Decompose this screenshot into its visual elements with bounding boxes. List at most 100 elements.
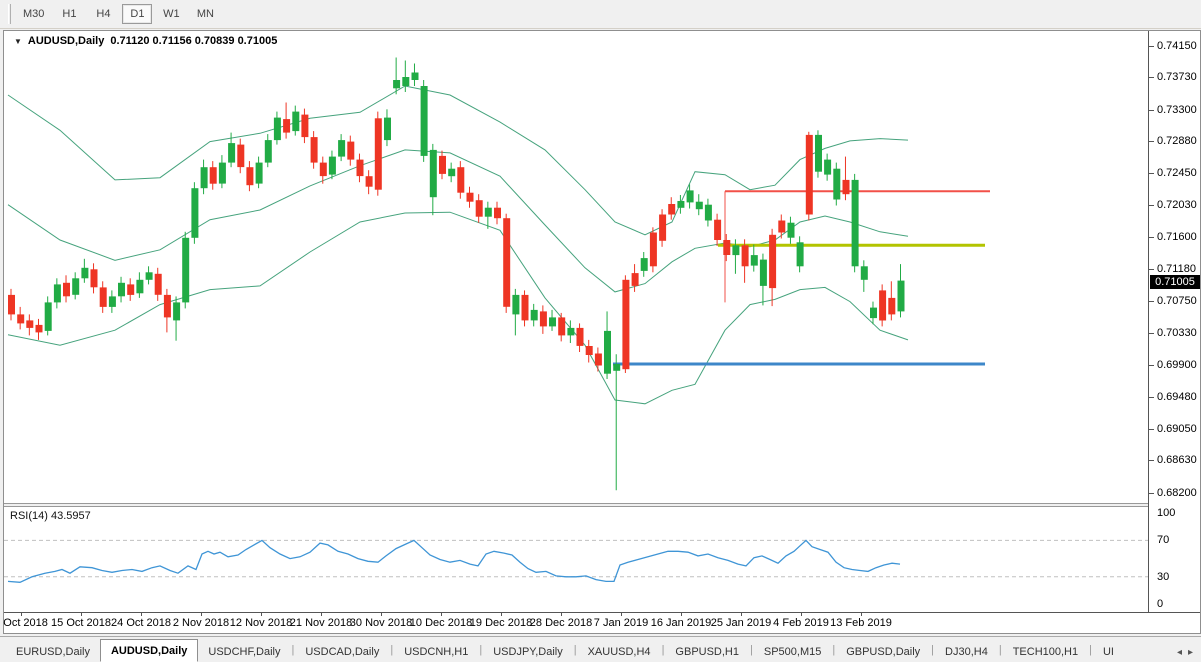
candle [338,134,346,162]
date-tick-label: 4 Feb 2019 [773,617,829,629]
candle [127,278,135,301]
date-tick-label: 24 Oct 2018 [111,617,171,629]
candle [723,234,731,262]
chart-tab-gbpusd-daily[interactable]: GBPUSD,Daily [846,645,921,658]
candle [622,275,630,373]
rsi-line [7,539,901,583]
candle [888,281,896,321]
candle [613,354,621,491]
candle [787,216,795,244]
timeframe-button-h4[interactable]: H4 [96,8,111,20]
candle [860,260,868,292]
timeframe-button-d1[interactable]: D1 [122,4,153,24]
price-axis[interactable]: 0.71005 0.74150 0.73730 0.73300 0.72880 0.72… [1148,31,1200,612]
timeframe-button-h1[interactable]: H1 [62,8,77,20]
candle [640,252,648,277]
date-tick-label: 30 Nov 2018 [349,617,413,629]
tab-separator: | [661,643,665,656]
chart-tab-ui[interactable]: UI [1102,645,1114,658]
candle [218,155,226,189]
chart-tab-audusd-daily[interactable]: AUDUSD,Daily [99,639,199,662]
chevron-down-icon[interactable]: ▼ [14,36,22,46]
current-price-marker: 0.71005 [1150,274,1200,289]
candle [301,108,309,144]
candle [273,111,281,145]
candle [283,102,291,139]
candle [796,236,804,273]
candle [411,63,419,86]
rsi-tick-label: 30 [1157,570,1170,583]
price-tick-label: 0.72450 [1157,167,1197,180]
chart-window: ▼ AUDUSD,Daily 0.71120 0.71156 0.70839 0… [0,30,1201,634]
candle [163,288,171,333]
candle [494,201,501,225]
chart-tab-usdchf-daily[interactable]: USDCHF,Daily [208,645,281,658]
price-tick-mark [1149,301,1154,303]
candle [475,194,483,223]
chart-tab-usdjpy-daily[interactable]: USDJPY,Daily [493,645,563,658]
chart-tab-usdcnh-h1[interactable]: USDCNH,H1 [404,645,469,658]
candle [319,156,327,184]
rsi-tick-label: 0 [1157,598,1164,611]
timeframe-button-m30[interactable]: M30 [23,8,45,20]
candle [870,301,877,325]
candle [246,161,254,192]
tab-separator: | [931,643,935,656]
candle [484,201,492,229]
tab-separator: | [998,643,1002,656]
date-tick-mark [741,613,742,616]
chart-tab-dj30-h4[interactable]: DJ30,H4 [945,645,988,658]
candlestick-chart[interactable] [4,31,1148,503]
price-tick-label: 0.69480 [1157,390,1197,403]
candle [429,143,437,216]
candle [255,156,263,189]
candle [393,57,401,95]
candle [264,134,272,168]
chart-title: ▼ AUDUSD,Daily 0.71120 0.71156 0.70839 0… [14,35,277,47]
price-tick-label: 0.72880 [1157,135,1197,148]
tab-scroll-left-icon[interactable]: ◂ [1176,647,1182,658]
date-tick-mark [501,613,502,616]
chart-tab-eurusd-daily[interactable]: EURUSD,Daily [16,645,90,658]
candle [145,266,153,285]
candle [200,159,208,195]
candle [8,288,15,321]
candle [182,231,190,309]
candle [567,320,575,343]
chart-tab-usdcad-daily[interactable]: USDCAD,Daily [305,645,380,658]
date-tick-mark [21,613,22,616]
rsi-tick-label: 100 [1157,507,1176,519]
toolbar-grip[interactable] [8,4,11,24]
price-tick-mark [1149,332,1154,334]
timeframe-button-mn[interactable]: MN [196,8,214,20]
pane-splitter[interactable] [4,503,1200,507]
date-tick-mark [561,613,562,616]
date-tick-mark [861,613,862,616]
date-tick-label: 2 Nov 2018 [172,617,230,629]
chart-tab-gbpusd-h1[interactable]: GBPUSD,H1 [675,645,739,658]
tab-scroll-right-icon[interactable]: ▸ [1187,647,1193,658]
candle [539,305,547,334]
tab-scroll-arrows: ◂ ▸ [1177,647,1201,662]
price-chart-pane[interactable]: ▼ AUDUSD,Daily 0.71120 0.71156 0.70839 0… [4,31,1148,503]
candle [530,303,538,327]
rsi-indicator-pane[interactable]: RSI(14) 43.5957 [4,507,1148,612]
candle [512,288,520,336]
candle [209,161,217,190]
chart-tab-xauusd-h4[interactable]: XAUUSD,H4 [587,645,651,658]
timeframe-button-w1[interactable]: W1 [163,8,180,20]
chart-tab-sp500-m15[interactable]: SP500,M15 [763,645,822,658]
chart-tab-tech100-h1[interactable]: TECH100,H1 [1012,645,1079,658]
price-tick-mark [1149,141,1154,143]
date-tick-mark [801,613,802,616]
date-tick-mark [201,613,202,616]
candle [81,258,89,283]
tab-separator: | [291,643,295,656]
date-tick-label: 25 Jan 2019 [710,617,772,629]
candle [448,162,456,183]
rsi-chart[interactable] [4,507,1148,612]
price-tick-mark [1149,237,1154,239]
candle [26,314,34,336]
date-tick-mark [141,613,142,616]
